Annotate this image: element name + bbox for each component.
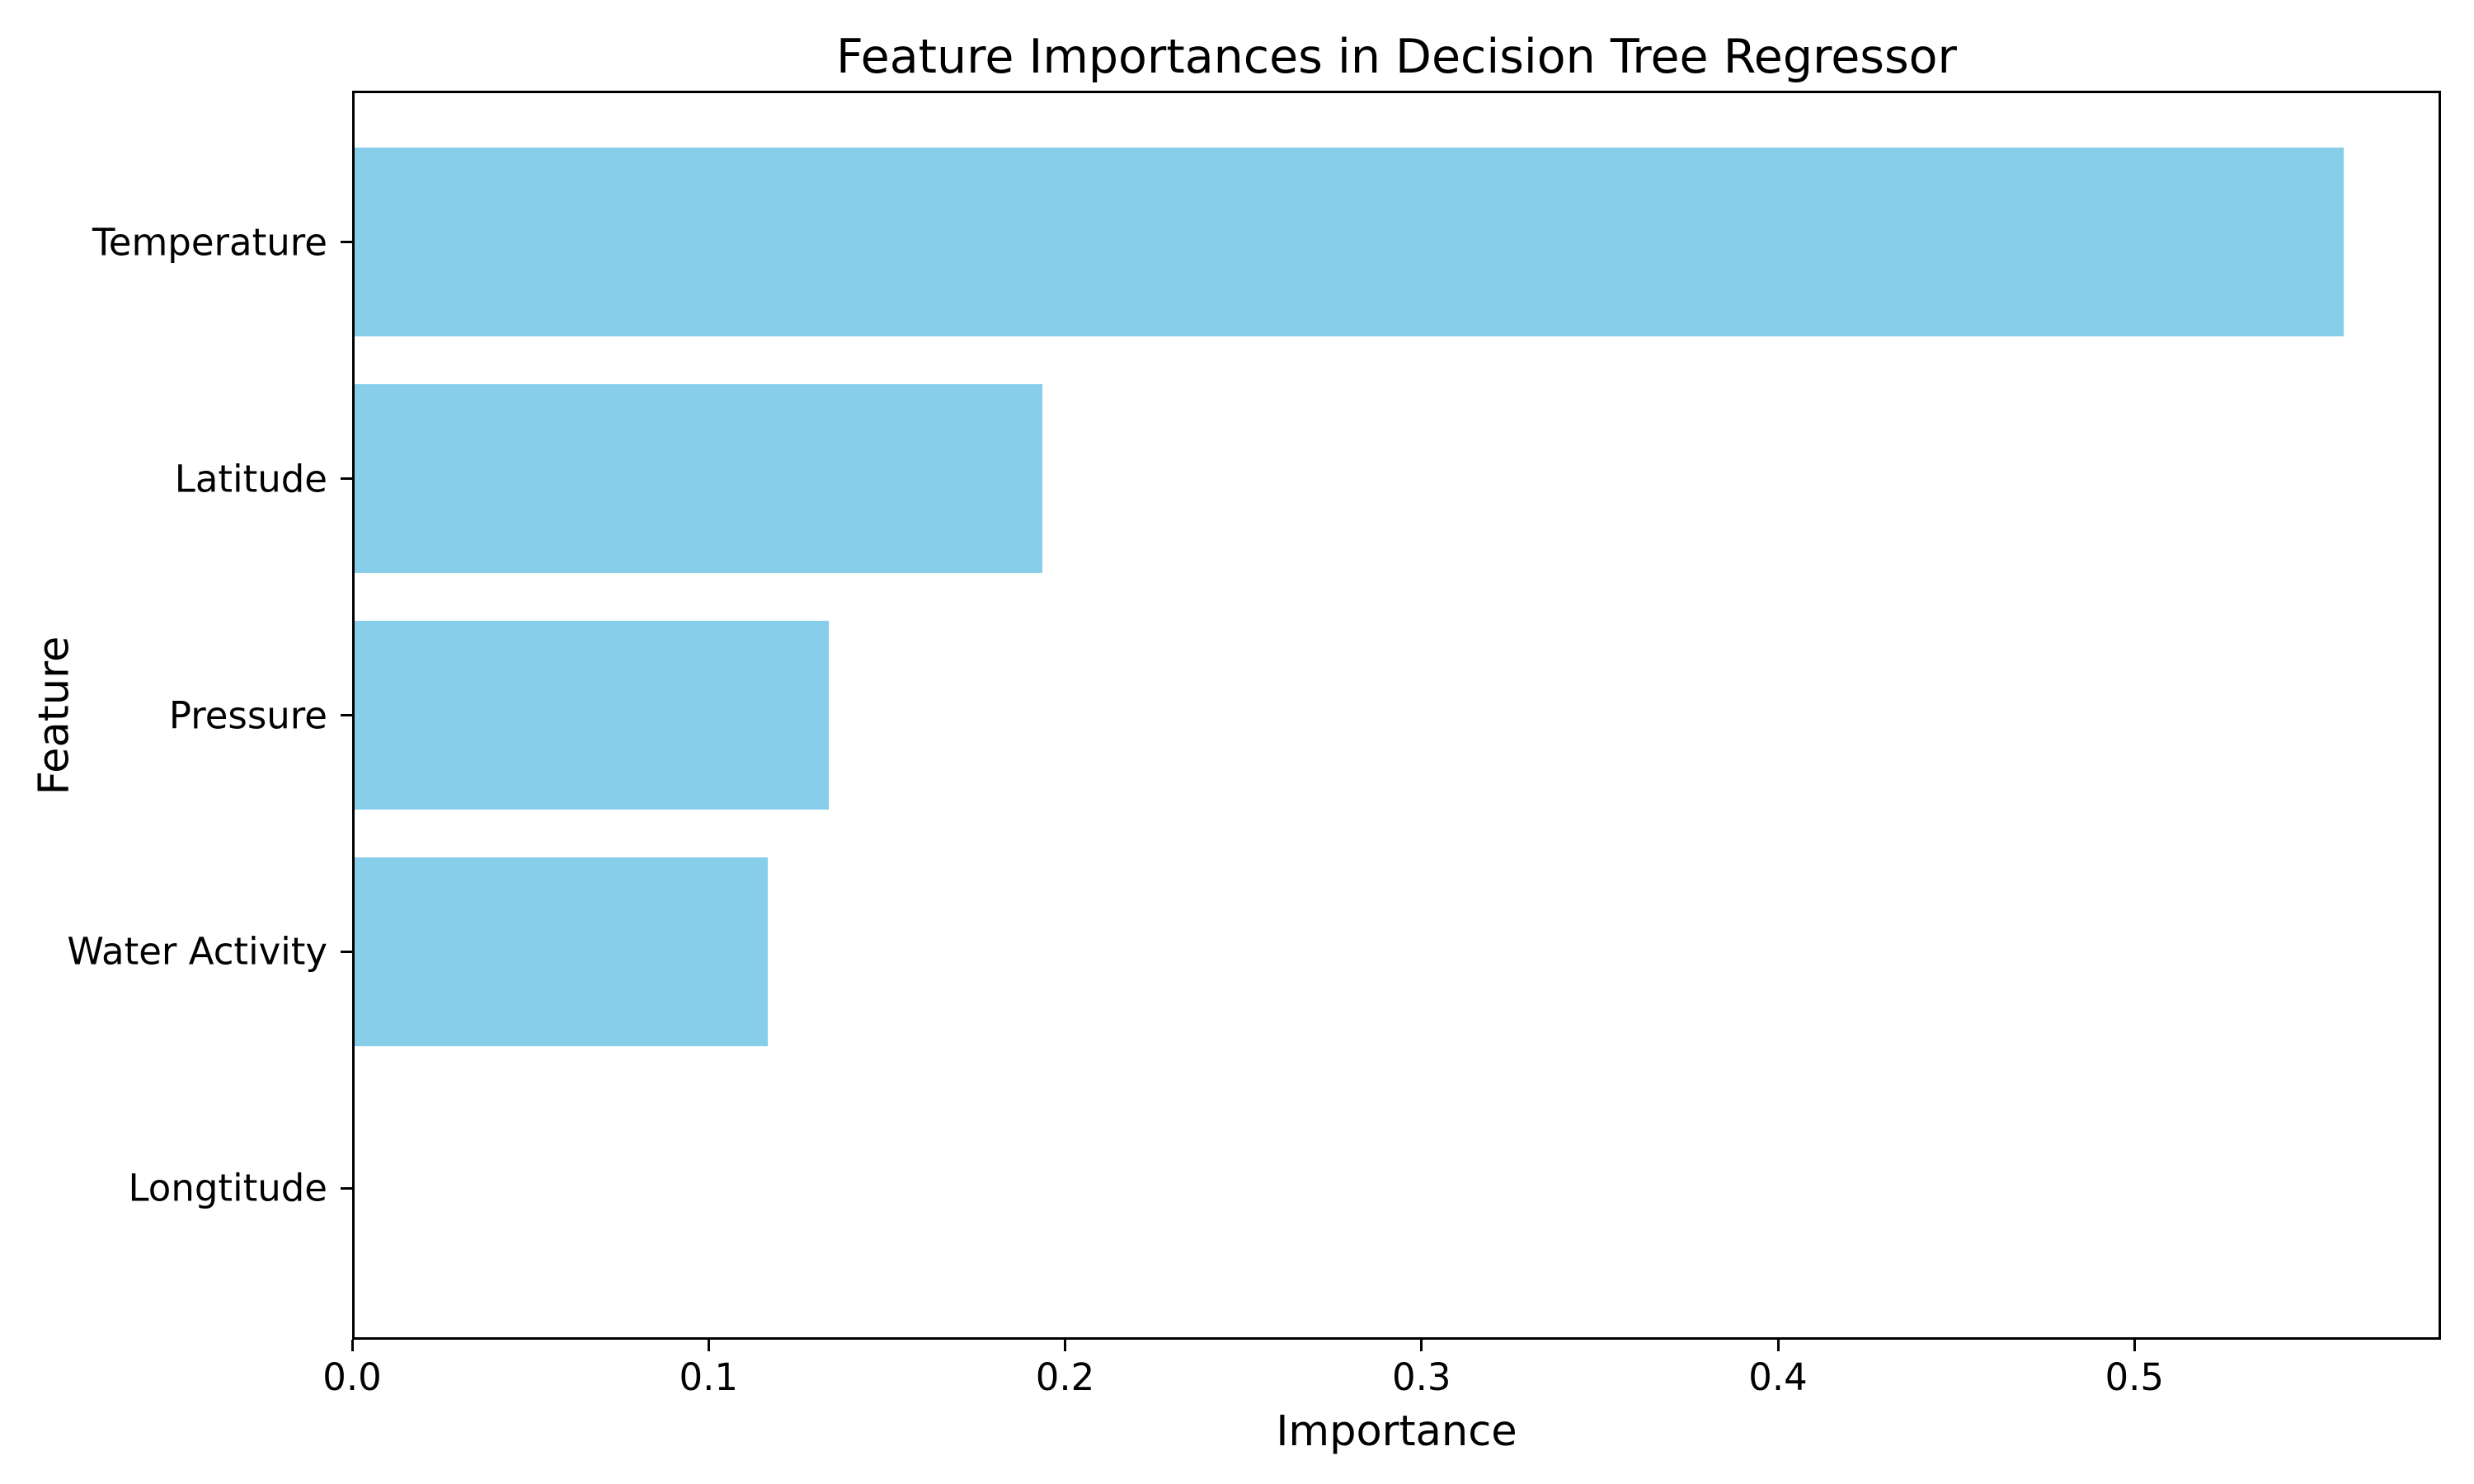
x-tick-label-0.0: 0.0 — [322, 1355, 382, 1399]
x-tick-label-0.1: 0.1 — [679, 1355, 739, 1399]
x-tick-label-0.2: 0.2 — [1035, 1355, 1095, 1399]
x-tick-mark-0.5 — [2133, 1340, 2136, 1351]
bar-latitude — [355, 383, 1043, 574]
y-tick-label-latitude: Latitude — [174, 457, 327, 501]
y-tick-mark-water-activity — [341, 950, 352, 953]
y-tick-mark-latitude — [341, 477, 352, 481]
x-axis-label: Importance — [1276, 1407, 1517, 1456]
y-tick-label-temperature: Temperature — [92, 220, 327, 265]
x-tick-mark-0.1 — [707, 1340, 710, 1351]
x-tick-label-0.5: 0.5 — [2105, 1355, 2165, 1399]
chart-title: Feature Importances in Decision Tree Reg… — [836, 30, 1957, 84]
bar-pressure — [355, 620, 829, 810]
x-tick-mark-0.0 — [350, 1340, 354, 1351]
y-tick-mark-pressure — [341, 714, 352, 716]
x-tick-mark-0.3 — [1420, 1340, 1423, 1351]
plot-area — [352, 91, 2441, 1340]
y-axis-label: Feature — [30, 636, 79, 796]
x-tick-mark-0.4 — [1776, 1340, 1780, 1351]
y-tick-mark-temperature — [341, 241, 352, 244]
y-tick-label-water-activity: Water Activity — [67, 929, 327, 974]
x-tick-mark-0.2 — [1064, 1340, 1066, 1351]
x-tick-label-0.3: 0.3 — [1391, 1355, 1451, 1399]
y-tick-label-pressure: Pressure — [168, 693, 327, 737]
y-tick-mark-longtitude — [341, 1186, 352, 1190]
y-tick-label-longtitude: Longtitude — [128, 1166, 327, 1210]
x-tick-label-0.4: 0.4 — [1748, 1355, 1808, 1399]
bar-temperature — [355, 147, 2344, 337]
bar-water-activity — [355, 857, 769, 1047]
